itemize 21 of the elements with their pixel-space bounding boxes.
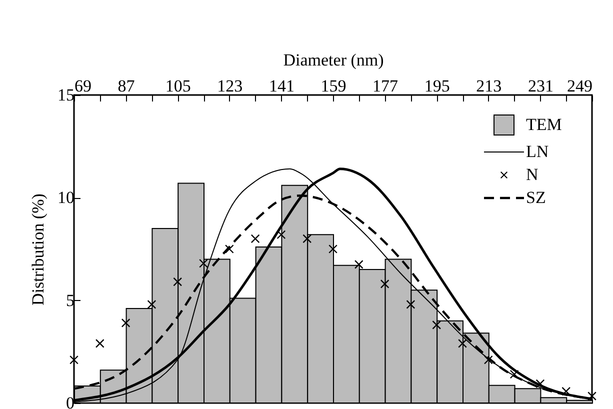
x-tick-label: 249 bbox=[567, 76, 592, 96]
legend-label: N bbox=[526, 165, 538, 184]
x-tick-label: 195 bbox=[424, 76, 450, 96]
x-tick-label: 213 bbox=[476, 76, 502, 96]
x-tick-label: 141 bbox=[268, 76, 294, 96]
y-tick-label: 15 bbox=[58, 86, 74, 104]
x-tick-label: 69 bbox=[74, 76, 92, 96]
legend-label: TEM bbox=[526, 115, 562, 134]
legend-label: LN bbox=[526, 142, 549, 161]
y-tick-label: 5 bbox=[66, 290, 74, 310]
legend-label: SZ bbox=[526, 188, 546, 207]
x-tick-label: 177 bbox=[372, 76, 399, 96]
y-tick-label: 0 bbox=[66, 394, 74, 409]
x-tick-label: 231 bbox=[528, 76, 554, 96]
x-tick-label: 159 bbox=[320, 76, 346, 96]
x-axis-title: Diameter (nm) bbox=[283, 50, 384, 70]
x-tick-label: 87 bbox=[118, 76, 136, 96]
y-axis-title: Distribution (%) bbox=[28, 194, 48, 306]
y-tick-label: 10 bbox=[58, 188, 74, 208]
x-tick-label: 123 bbox=[217, 76, 243, 96]
x-tick-label: 105 bbox=[165, 76, 191, 96]
